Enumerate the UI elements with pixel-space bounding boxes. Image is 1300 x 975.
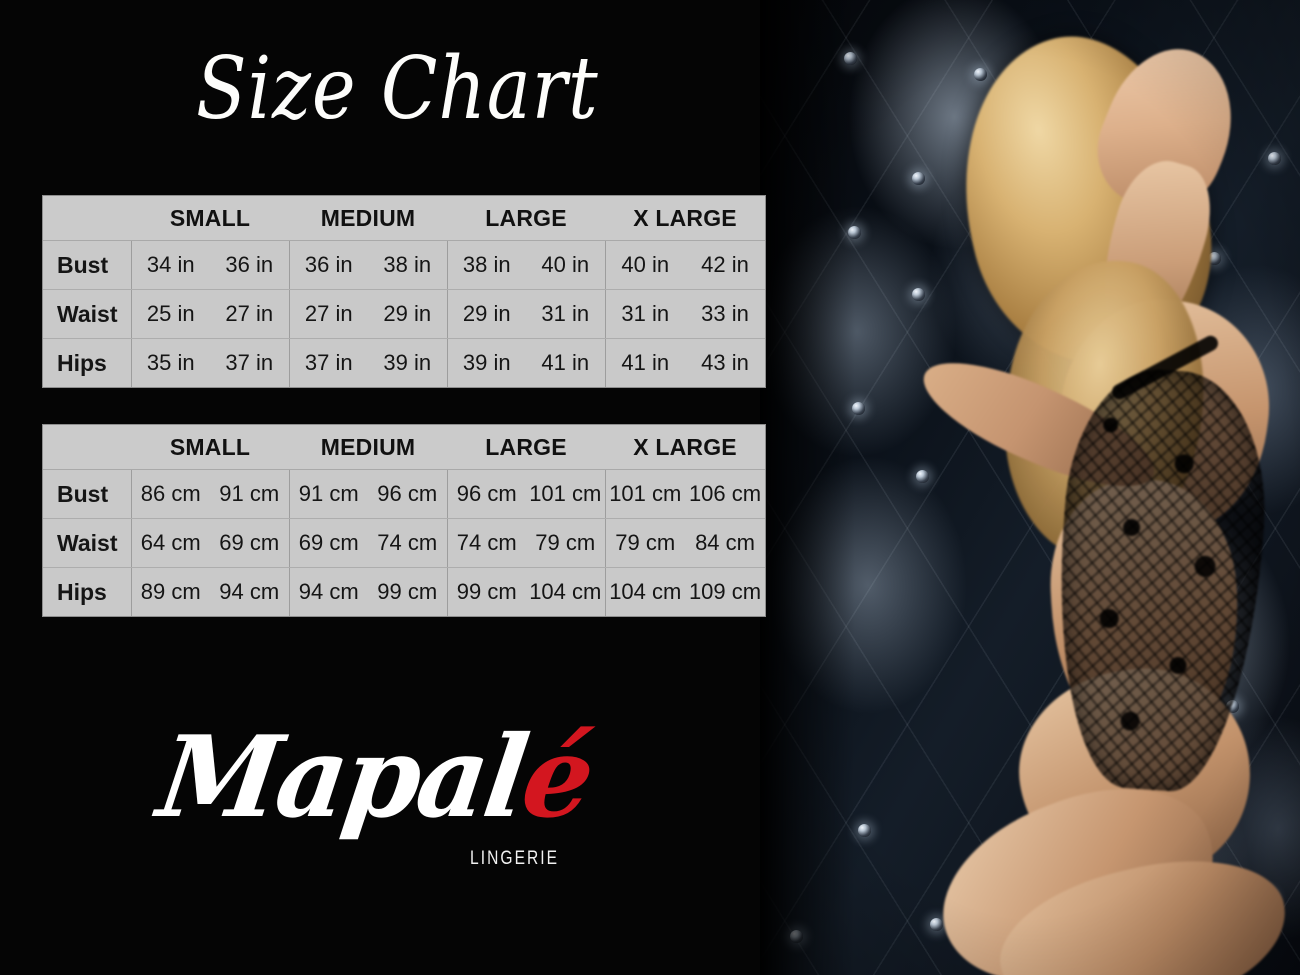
table-row: Waist 25 in 27 in 27 in 29 in 29 in 31 i… [43, 289, 766, 339]
cell: 86 cm [130, 469, 210, 519]
table-row: Waist 64 cm 69 cm 69 cm 74 cm 74 cm 79 c… [43, 518, 766, 568]
cell: 40 in [526, 240, 606, 290]
table-row: Bust 34 in 36 in 36 in 38 in 38 in 40 in… [43, 240, 766, 290]
page-title: Size Chart [196, 39, 599, 139]
cell: 41 in [526, 338, 606, 387]
table-row: Hips 89 cm 94 cm 94 cm 99 cm 99 cm 104 c… [43, 567, 766, 616]
table-row: Hips 35 in 37 in 37 in 39 in 39 in 41 in… [43, 338, 766, 387]
cell: 40 in [604, 240, 686, 290]
cell: 31 in [526, 289, 606, 339]
row-label-hips: Hips [43, 338, 132, 387]
header-blank [43, 425, 131, 470]
table-header-row: SMALL MEDIUM LARGE X LARGE [43, 425, 766, 470]
cell: 36 in [210, 240, 289, 290]
row-label-bust: Bust [43, 240, 132, 290]
header-xlarge: X LARGE [605, 425, 766, 470]
size-table-centimeters: SMALL MEDIUM LARGE X LARGE Bust 86 cm 91… [43, 425, 766, 616]
brand-name-main: Mapal [150, 712, 534, 843]
cell: 79 cm [526, 518, 606, 568]
cell: 74 cm [446, 518, 527, 568]
cell: 106 cm [685, 469, 766, 519]
cell: 31 in [604, 289, 686, 339]
cell: 69 cm [288, 518, 368, 568]
row-label-waist: Waist [43, 289, 132, 339]
cell: 101 cm [526, 469, 606, 519]
cell: 94 cm [210, 567, 289, 616]
cell: 99 cm [368, 567, 448, 616]
brand-wordmark: Mapalé [151, 712, 599, 843]
cell: 91 cm [288, 469, 368, 519]
cell: 74 cm [368, 518, 448, 568]
photo-vignette [760, 0, 1300, 975]
size-table-inches: SMALL MEDIUM LARGE X LARGE Bust 34 in 36… [43, 196, 766, 387]
header-large: LARGE [447, 196, 606, 241]
cell: 69 cm [210, 518, 289, 568]
row-label-waist: Waist [43, 518, 132, 568]
brand-logo: Mapalé LINGERIE [151, 712, 599, 892]
cell: 27 in [288, 289, 368, 339]
cell: 104 cm [526, 567, 606, 616]
cell: 29 in [368, 289, 448, 339]
cell: 39 in [446, 338, 527, 387]
cell: 43 in [685, 338, 766, 387]
cell: 94 cm [288, 567, 368, 616]
cell: 37 in [288, 338, 368, 387]
cell: 84 cm [685, 518, 766, 568]
row-label-hips: Hips [43, 567, 132, 616]
cell: 34 in [130, 240, 210, 290]
cell: 36 in [288, 240, 368, 290]
table-row: Bust 86 cm 91 cm 91 cm 96 cm 96 cm 101 c… [43, 469, 766, 519]
header-small: SMALL [131, 196, 289, 241]
cell: 109 cm [685, 567, 766, 616]
brand-tagline: LINGERIE [470, 848, 560, 869]
cell: 41 in [604, 338, 686, 387]
cell: 39 in [368, 338, 448, 387]
cell: 27 in [210, 289, 289, 339]
table-header-row: SMALL MEDIUM LARGE X LARGE [43, 196, 766, 241]
cell: 33 in [685, 289, 766, 339]
cell: 101 cm [604, 469, 686, 519]
product-photo [760, 0, 1300, 975]
row-label-bust: Bust [43, 469, 132, 519]
header-small: SMALL [131, 425, 289, 470]
cell: 29 in [446, 289, 527, 339]
cell: 96 cm [368, 469, 448, 519]
header-medium: MEDIUM [289, 425, 448, 470]
cell: 64 cm [130, 518, 210, 568]
cell: 25 in [130, 289, 210, 339]
cell: 96 cm [446, 469, 527, 519]
cell: 99 cm [446, 567, 527, 616]
cell: 104 cm [604, 567, 686, 616]
header-large: LARGE [447, 425, 606, 470]
header-medium: MEDIUM [289, 196, 448, 241]
cell: 91 cm [210, 469, 289, 519]
cell: 42 in [685, 240, 766, 290]
cell: 89 cm [130, 567, 210, 616]
cell: 38 in [368, 240, 448, 290]
cell: 38 in [446, 240, 527, 290]
header-xlarge: X LARGE [605, 196, 766, 241]
header-blank [43, 196, 131, 241]
cell: 35 in [130, 338, 210, 387]
cell: 37 in [210, 338, 289, 387]
cell: 79 cm [604, 518, 686, 568]
